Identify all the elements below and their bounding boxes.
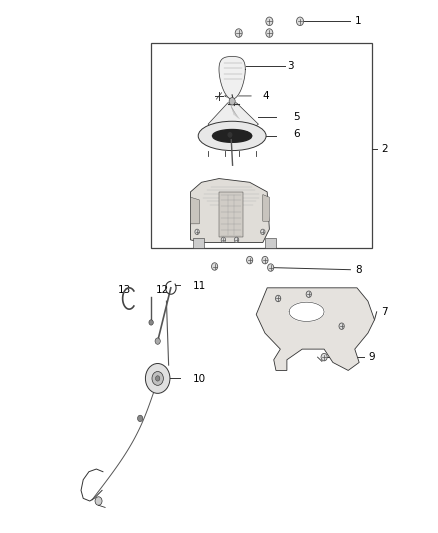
Text: 6: 6 (293, 130, 300, 139)
Circle shape (276, 295, 281, 302)
Text: 4: 4 (263, 91, 269, 101)
Text: 11: 11 (193, 281, 206, 290)
Circle shape (262, 256, 268, 264)
Bar (193, 238, 204, 248)
Polygon shape (212, 130, 252, 142)
Circle shape (221, 237, 226, 243)
Circle shape (235, 29, 242, 37)
Circle shape (149, 320, 153, 325)
Text: 5: 5 (293, 112, 300, 122)
Circle shape (321, 353, 327, 361)
Polygon shape (191, 197, 199, 224)
Circle shape (266, 29, 273, 37)
Polygon shape (208, 103, 258, 131)
Polygon shape (289, 302, 324, 321)
Circle shape (268, 264, 274, 271)
Ellipse shape (198, 122, 266, 151)
Circle shape (138, 415, 143, 422)
Circle shape (228, 133, 232, 137)
Circle shape (297, 17, 304, 26)
Text: 2: 2 (381, 144, 388, 154)
Circle shape (195, 229, 199, 235)
Circle shape (212, 263, 218, 270)
Text: 8: 8 (355, 265, 361, 274)
Bar (151, 43, 372, 248)
Text: 13: 13 (117, 286, 131, 295)
Text: 12: 12 (155, 286, 169, 295)
Text: 3: 3 (287, 61, 293, 70)
Circle shape (145, 364, 170, 393)
Text: 9: 9 (368, 352, 374, 362)
Polygon shape (256, 288, 374, 370)
Circle shape (261, 229, 265, 235)
Circle shape (229, 98, 235, 105)
Text: 10: 10 (193, 375, 206, 384)
Circle shape (266, 17, 273, 26)
Bar (265, 238, 276, 248)
Circle shape (155, 338, 160, 344)
Circle shape (339, 323, 344, 329)
Circle shape (306, 291, 311, 297)
Polygon shape (191, 179, 269, 243)
Circle shape (95, 497, 102, 505)
Polygon shape (219, 56, 245, 99)
Circle shape (152, 372, 163, 385)
Circle shape (155, 376, 160, 381)
Text: 1: 1 (355, 17, 361, 26)
Circle shape (234, 237, 239, 243)
Polygon shape (219, 192, 243, 237)
Polygon shape (263, 195, 269, 221)
Circle shape (247, 256, 253, 264)
Text: 7: 7 (381, 307, 388, 317)
